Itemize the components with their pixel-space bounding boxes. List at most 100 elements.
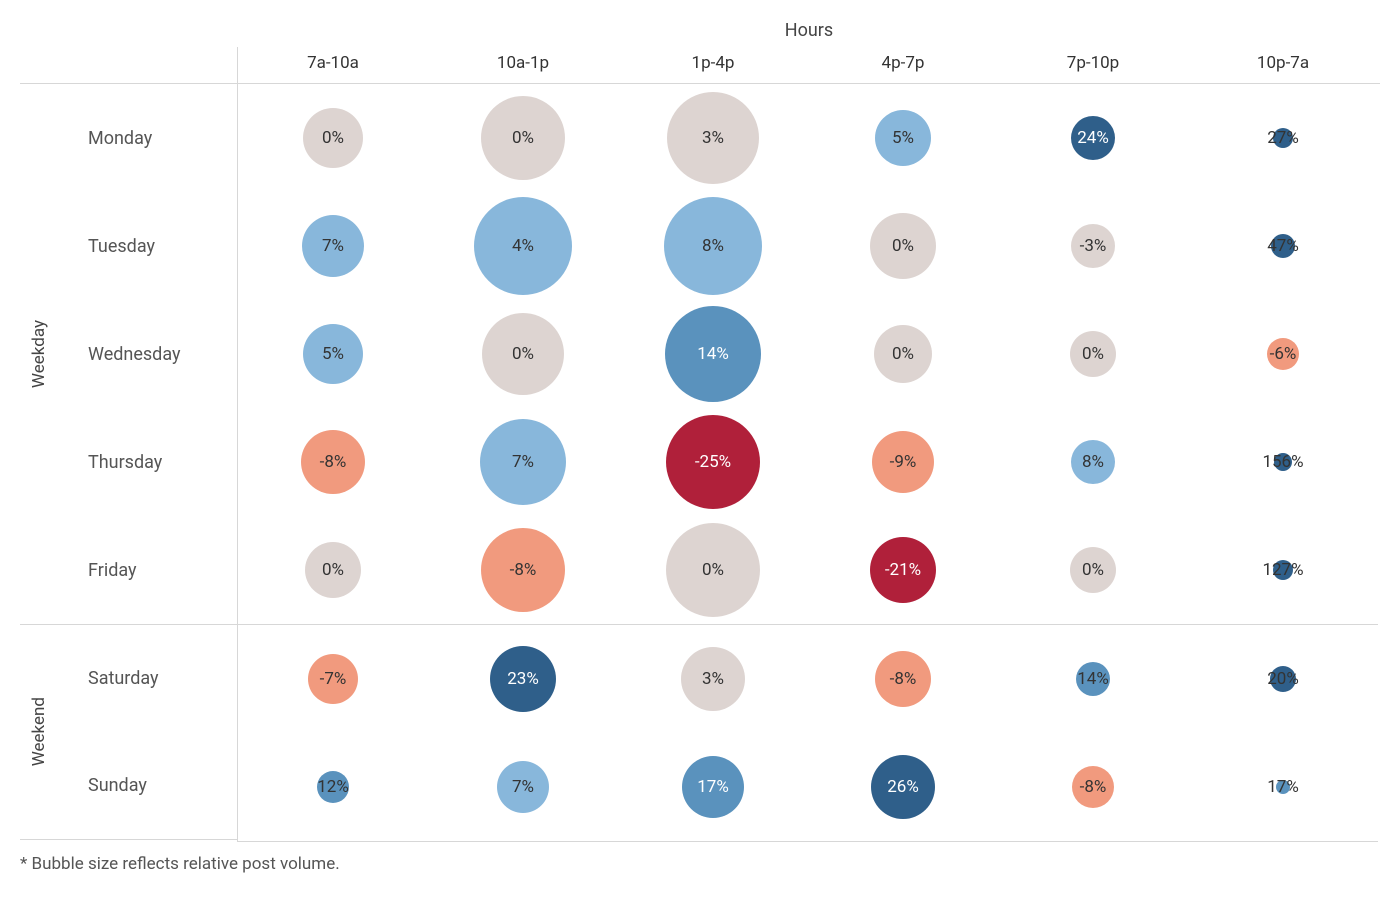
bubble-value: 26% (887, 777, 919, 797)
bubble-value: -8% (320, 452, 347, 472)
bubble-cell: -3% (998, 192, 1188, 300)
bubble-value: -3% (1080, 236, 1107, 256)
bubble-value: 0% (322, 560, 344, 580)
bubble-row: -7%23%3%-8%14%20% (238, 624, 1378, 733)
bubble-value: 3% (702, 669, 724, 689)
bubble-value: -25% (695, 452, 731, 472)
bubble-cell: 14% (618, 300, 808, 408)
bubble-cell: -9% (808, 408, 998, 516)
bubble-cell: 127% (1188, 516, 1378, 624)
bubble-value: 3% (702, 128, 724, 148)
top-axis-title: Hours (238, 20, 1380, 47)
bubble-cell: 156% (1188, 408, 1378, 516)
bubble-value: 17% (697, 777, 729, 797)
bubble-cell: 0% (238, 516, 428, 624)
bubble-cell: 3% (618, 84, 808, 192)
day-label-column: MondayTuesdayWednesdayThursdayFridaySatu… (58, 84, 238, 842)
bubble-cell: 0% (808, 300, 998, 408)
chart-body: WeekdayWeekend MondayTuesdayWednesdayThu… (20, 84, 1380, 842)
bubble-row: 0%0%3%5%24%27% (238, 84, 1378, 192)
bubble-value: 14% (1077, 669, 1109, 689)
top-axis-title-row: Hours (20, 20, 1380, 47)
bubble-value: 14% (697, 344, 729, 364)
bubble-value: 7% (512, 452, 534, 472)
bubble-value: -21% (885, 560, 921, 580)
bubble-cell: -8% (998, 733, 1188, 841)
row-label: Thursday (58, 408, 237, 516)
bubble-value: 7% (512, 777, 534, 797)
row-group-label: Weekend (20, 624, 58, 840)
bubble-value: 7% (322, 236, 344, 256)
bubble-cell: 5% (238, 300, 428, 408)
bubble-cell: 0% (998, 300, 1188, 408)
bubble-grid: 0%0%3%5%24%27%7%4%8%0%-3%47%5%0%14%0%0%-… (238, 84, 1378, 842)
bubble-cell: 12% (238, 733, 428, 841)
bubble-row: 12% 7% 17% 26% -8% 17% (238, 733, 1378, 842)
bubble-cell: -8% (428, 516, 618, 624)
bubble-value: 127% (1262, 560, 1303, 580)
bubble-value: 47% (1267, 236, 1299, 256)
bubble-row: 7% 4% 8% 0% -3% 47% (238, 192, 1378, 300)
bubble-cell: 26% (808, 733, 998, 841)
row-group-label: Weekday (20, 84, 58, 624)
bubble-matrix-chart: Hours 7a-10a 10a-1p 1p-4p 4p-7p 7p-10p 1… (20, 20, 1380, 874)
row-label: Tuesday (58, 192, 237, 300)
row-label: Monday (58, 84, 237, 192)
bubble-cell: 3% (618, 625, 808, 733)
bubble-value: 27% (1267, 128, 1299, 148)
bubble-value: 12% (317, 777, 349, 797)
bubble-cell: -8% (238, 408, 428, 516)
bubble-cell: 0% (998, 516, 1188, 624)
bubble-cell: 0% (618, 516, 808, 624)
bubble-cell: 7% (428, 408, 618, 516)
bubble-value: 0% (1082, 344, 1104, 364)
row-label: Saturday (58, 624, 237, 732)
bubble-cell: -21% (808, 516, 998, 624)
bubble-value: 24% (1077, 128, 1109, 148)
column-headers: 7a-10a 10a-1p 1p-4p 4p-7p 7p-10p 10p-7a (20, 47, 1380, 84)
bubble-cell: -8% (808, 625, 998, 733)
bubble-cell: 23% (428, 625, 618, 733)
bubble-cell: 0% (238, 84, 428, 192)
bubble-value: 8% (702, 236, 724, 256)
bubble-cell: -7% (238, 625, 428, 733)
bubble-row: 0% -8% 0% -21% 0% 127% (238, 516, 1378, 624)
col-header: 10p-7a (1188, 47, 1378, 83)
bubble-row: 5% 0% 14% 0% 0% -6% (238, 300, 1378, 408)
bubble-cell: -6% (1188, 300, 1378, 408)
bubble-cell: 8% (998, 408, 1188, 516)
col-header: 7p-10p (998, 47, 1188, 83)
bubble-cell: 0% (808, 192, 998, 300)
bubble-value: -8% (890, 669, 917, 689)
row-label: Sunday (58, 732, 237, 840)
spacer (20, 20, 238, 47)
group-label-column: WeekdayWeekend (20, 84, 58, 842)
bubble-cell: 27% (1188, 84, 1378, 192)
bubble-cell: 17% (618, 733, 808, 841)
bubble-cell: 47% (1188, 192, 1378, 300)
col-header: 4p-7p (808, 47, 998, 83)
bubble-value: 0% (512, 344, 534, 364)
bubble-value: -8% (510, 560, 537, 580)
bubble-value: 0% (892, 236, 914, 256)
row-label: Friday (58, 516, 237, 624)
bubble-cell: 0% (428, 300, 618, 408)
bubble-value: 17% (1267, 777, 1299, 797)
col-header: 1p-4p (618, 47, 808, 83)
bubble-value: 0% (322, 128, 344, 148)
bubble-value: 8% (1082, 452, 1104, 472)
bubble-value: 156% (1262, 452, 1303, 472)
bubble-cell: 7% (238, 192, 428, 300)
bubble-value: -8% (1080, 777, 1107, 797)
bubble-cell: -25% (618, 408, 808, 516)
bubble-value: 0% (892, 344, 914, 364)
bubble-value: -6% (1270, 344, 1297, 364)
bubble-value: 5% (322, 344, 344, 364)
bubble-cell: 5% (808, 84, 998, 192)
bubble-cell: 8% (618, 192, 808, 300)
bubble-value: 0% (1082, 560, 1104, 580)
bubble-value: -9% (890, 452, 917, 472)
bubble-row: -8% 7% -25% -9% 8% 156% (238, 408, 1378, 516)
bubble-value: 4% (512, 236, 534, 256)
bubble-cell: 4% (428, 192, 618, 300)
